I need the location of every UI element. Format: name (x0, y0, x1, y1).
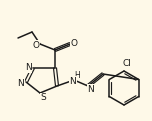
Text: N: N (18, 79, 24, 87)
Text: N: N (88, 84, 94, 94)
Text: H: H (74, 71, 80, 79)
Text: O: O (71, 38, 78, 48)
Text: S: S (40, 94, 46, 102)
Text: N: N (25, 64, 31, 72)
Text: Cl: Cl (123, 58, 131, 68)
Text: O: O (33, 41, 40, 49)
Text: N: N (70, 76, 76, 86)
